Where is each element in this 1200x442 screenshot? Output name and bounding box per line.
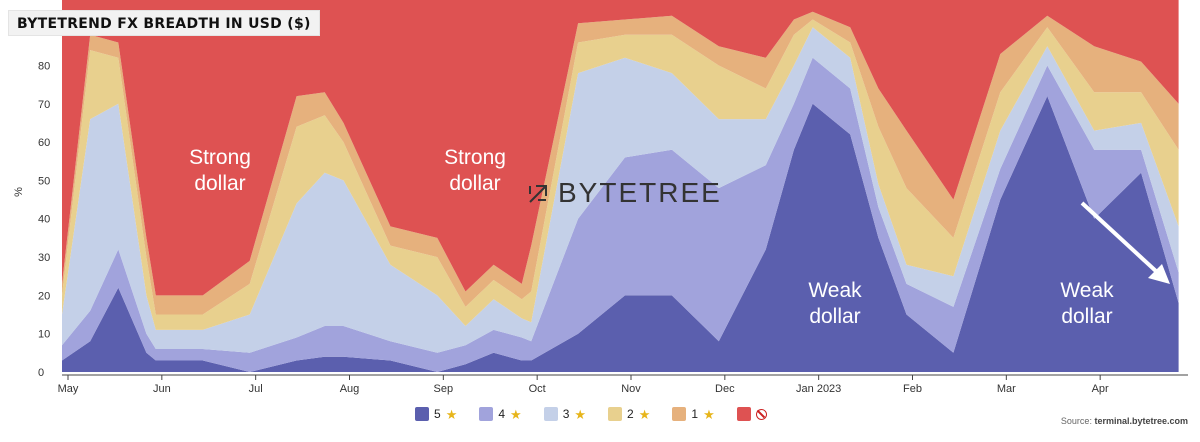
- annotation-strong-dollar-2b: dollar: [449, 172, 500, 195]
- trend-arrow-icon: [1080, 201, 1170, 284]
- x-tick-label: Nov: [621, 383, 641, 395]
- x-tick-label: Jul: [249, 383, 263, 395]
- y-tick-label: 20: [38, 290, 50, 302]
- x-tick-label: May: [58, 383, 79, 395]
- source-label: Source:: [1060, 416, 1095, 426]
- x-tick-label: Sep: [434, 383, 454, 395]
- legend-label: 4: [498, 407, 506, 421]
- chart-title: BYTETREND FX BREADTH IN USD ($): [8, 10, 320, 36]
- area-series-3: [62, 27, 1179, 353]
- legend-swatch: [415, 407, 429, 421]
- annotation-weak-dollar-1b: dollar: [809, 305, 860, 328]
- x-tick-label: Feb: [903, 383, 922, 395]
- y-tick-label: 80: [38, 60, 50, 72]
- legend-item-5-star[interactable]: 5 ★: [415, 405, 457, 423]
- legend-item-no-rating[interactable]: [736, 405, 767, 423]
- y-tick-label: 10: [38, 329, 50, 341]
- y-tick-label: 30: [38, 252, 50, 264]
- annotation-weak-dollar-2: Weak: [1060, 279, 1114, 302]
- annotation-weak-dollar-1: Weak: [808, 279, 862, 302]
- x-tick-label: Apr: [1092, 383, 1109, 395]
- no-entry-icon: [755, 408, 767, 420]
- stacked-areas: [62, 0, 1179, 373]
- star-icon: ★: [638, 406, 651, 422]
- y-axis: 0102030405060708090: [38, 22, 50, 379]
- annotation-strong-dollar-1: Strong: [189, 146, 251, 169]
- x-tick-label: Jan 2023: [796, 383, 841, 395]
- area-series-none: [62, 0, 1179, 296]
- y-tick-label: 60: [38, 137, 50, 149]
- legend-swatch: [672, 407, 687, 421]
- y-tick-label: 40: [38, 214, 50, 226]
- x-tick-label: Dec: [715, 383, 735, 395]
- y-axis-label: %: [13, 187, 25, 197]
- y-tick-label: 70: [38, 99, 50, 111]
- x-tick-label: Oct: [529, 383, 546, 395]
- y-tick-label: 50: [38, 175, 50, 187]
- x-tick-label: Jun: [153, 383, 171, 395]
- source-site: terminal.bytetree.com: [1094, 416, 1188, 426]
- area-series-2: [62, 19, 1179, 330]
- x-tick-label: Mar: [997, 383, 1016, 395]
- bytetree-logo-icon: [529, 185, 547, 203]
- legend-swatch: [543, 407, 558, 421]
- watermark-text: BYTETREE: [558, 177, 722, 208]
- annotation-strong-dollar-1b: dollar: [194, 172, 245, 195]
- x-axis: May Jun Jul Aug Sep Oct Nov Dec Jan 2023 Feb Mar Ap…: [58, 374, 1188, 395]
- legend-item-3-star[interactable]: 3 ★: [543, 405, 587, 423]
- legend-label: 3: [562, 407, 570, 421]
- legend-label: 1: [691, 407, 699, 421]
- legend: 5 ★ 4 ★ 3 ★ 2 ★ 1 ★: [415, 405, 767, 423]
- star-icon: ★: [574, 406, 587, 422]
- legend-item-1-star[interactable]: 1 ★: [672, 405, 715, 423]
- y-tick-label: 0: [38, 367, 44, 379]
- star-icon: ★: [703, 406, 715, 422]
- legend-label: 2: [627, 407, 634, 421]
- area-series-5: [62, 96, 1179, 372]
- legend-item-4-star[interactable]: 4 ★: [479, 405, 522, 423]
- source-note: Source: terminal.bytetree.com: [1061, 416, 1188, 426]
- legend-item-2-star[interactable]: 2 ★: [608, 405, 650, 423]
- legend-swatch: [479, 407, 494, 421]
- watermark: BYTETREE: [529, 177, 722, 208]
- star-icon: ★: [510, 406, 522, 422]
- star-icon: ★: [445, 406, 458, 422]
- annotation-strong-dollar-2: Strong: [444, 146, 506, 169]
- legend-label: 5: [434, 407, 441, 421]
- area-series-4: [62, 57, 1179, 373]
- legend-swatch: [736, 407, 751, 421]
- area-series-1: [62, 11, 1179, 315]
- x-tick-label: Aug: [340, 383, 360, 395]
- legend-swatch: [608, 407, 623, 421]
- annotation-weak-dollar-2b: dollar: [1061, 305, 1112, 328]
